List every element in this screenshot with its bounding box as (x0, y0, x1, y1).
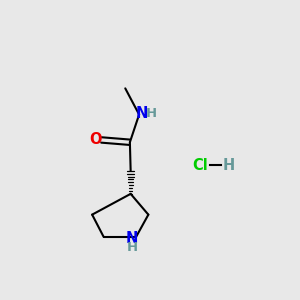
Text: H: H (222, 158, 235, 173)
Text: N: N (135, 106, 148, 121)
Text: N: N (126, 231, 138, 246)
Text: H: H (146, 107, 157, 120)
Text: H: H (127, 241, 138, 254)
Text: O: O (90, 132, 102, 147)
Text: Cl: Cl (192, 158, 208, 173)
